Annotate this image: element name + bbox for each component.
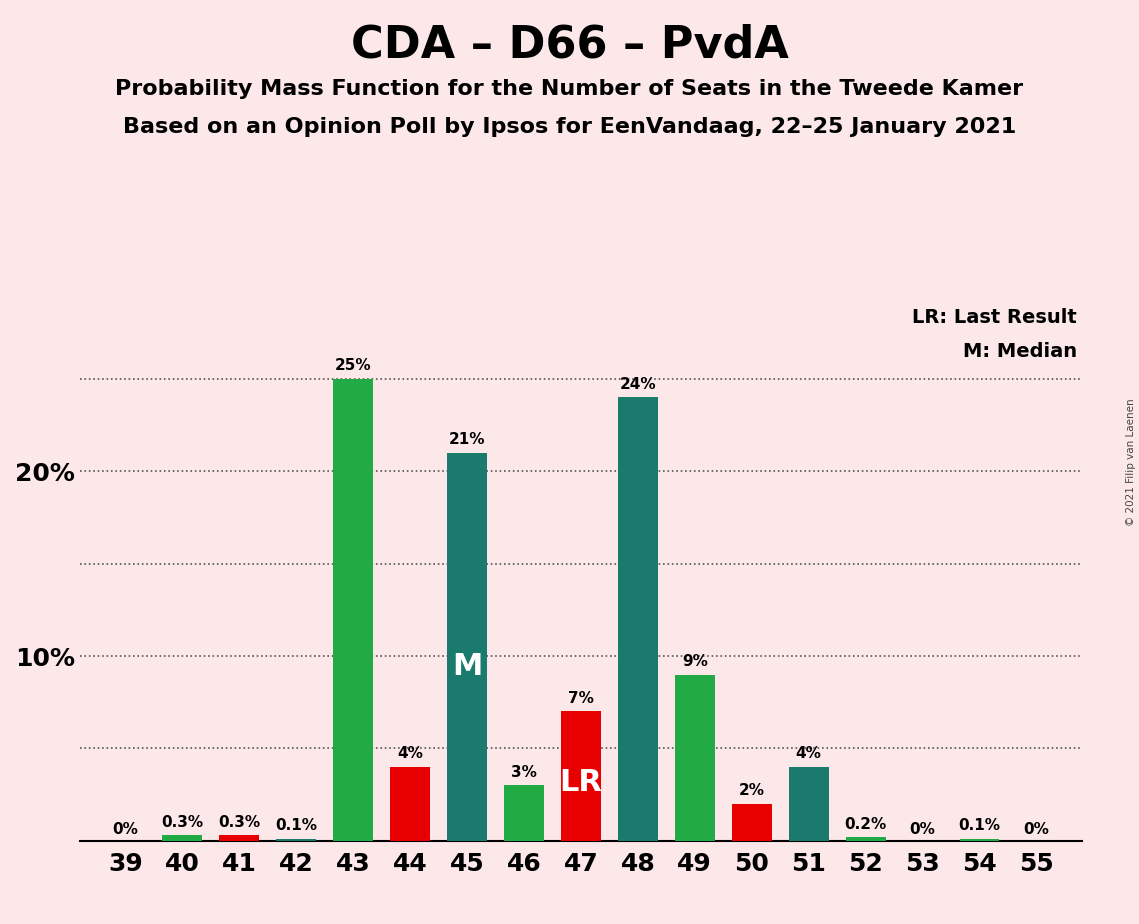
Text: 2%: 2% [739,784,764,798]
Bar [446,453,487,841]
Bar [959,839,1000,841]
Text: 24%: 24% [620,377,656,392]
Text: 0%: 0% [910,822,935,837]
Bar [731,804,772,841]
Text: 0.1%: 0.1% [959,819,1000,833]
Bar [618,397,658,841]
Text: 9%: 9% [682,654,707,669]
Text: 0.3%: 0.3% [162,815,203,830]
Text: CDA – D66 – PvdA: CDA – D66 – PvdA [351,23,788,67]
Bar [220,835,260,841]
Text: Based on an Opinion Poll by Ipsos for EenVandaag, 22–25 January 2021: Based on an Opinion Poll by Ipsos for Ee… [123,117,1016,138]
Text: 21%: 21% [449,432,485,447]
Text: 0%: 0% [1024,822,1049,837]
Text: 25%: 25% [335,359,371,373]
Text: 0.1%: 0.1% [276,819,317,833]
Text: 4%: 4% [796,747,821,761]
Text: LR: LR [559,768,603,797]
Text: 0.2%: 0.2% [844,817,887,832]
Text: M: M [452,651,482,681]
Text: Probability Mass Function for the Number of Seats in the Tweede Kamer: Probability Mass Function for the Number… [115,79,1024,99]
Bar [789,767,829,841]
Text: 3%: 3% [511,765,536,780]
Bar [391,767,431,841]
Bar [674,675,715,841]
Text: © 2021 Filip van Laenen: © 2021 Filip van Laenen [1126,398,1136,526]
Bar [162,835,203,841]
Text: M: Median: M: Median [962,343,1077,361]
Bar [845,837,886,841]
Text: 0.3%: 0.3% [219,815,260,830]
Text: LR: Last Result: LR: Last Result [912,308,1077,326]
Text: 4%: 4% [398,747,423,761]
Bar [505,785,544,841]
Bar [560,711,601,841]
Text: 0%: 0% [113,822,138,837]
Bar [276,839,317,841]
Bar [333,379,372,841]
Text: 7%: 7% [568,691,593,706]
